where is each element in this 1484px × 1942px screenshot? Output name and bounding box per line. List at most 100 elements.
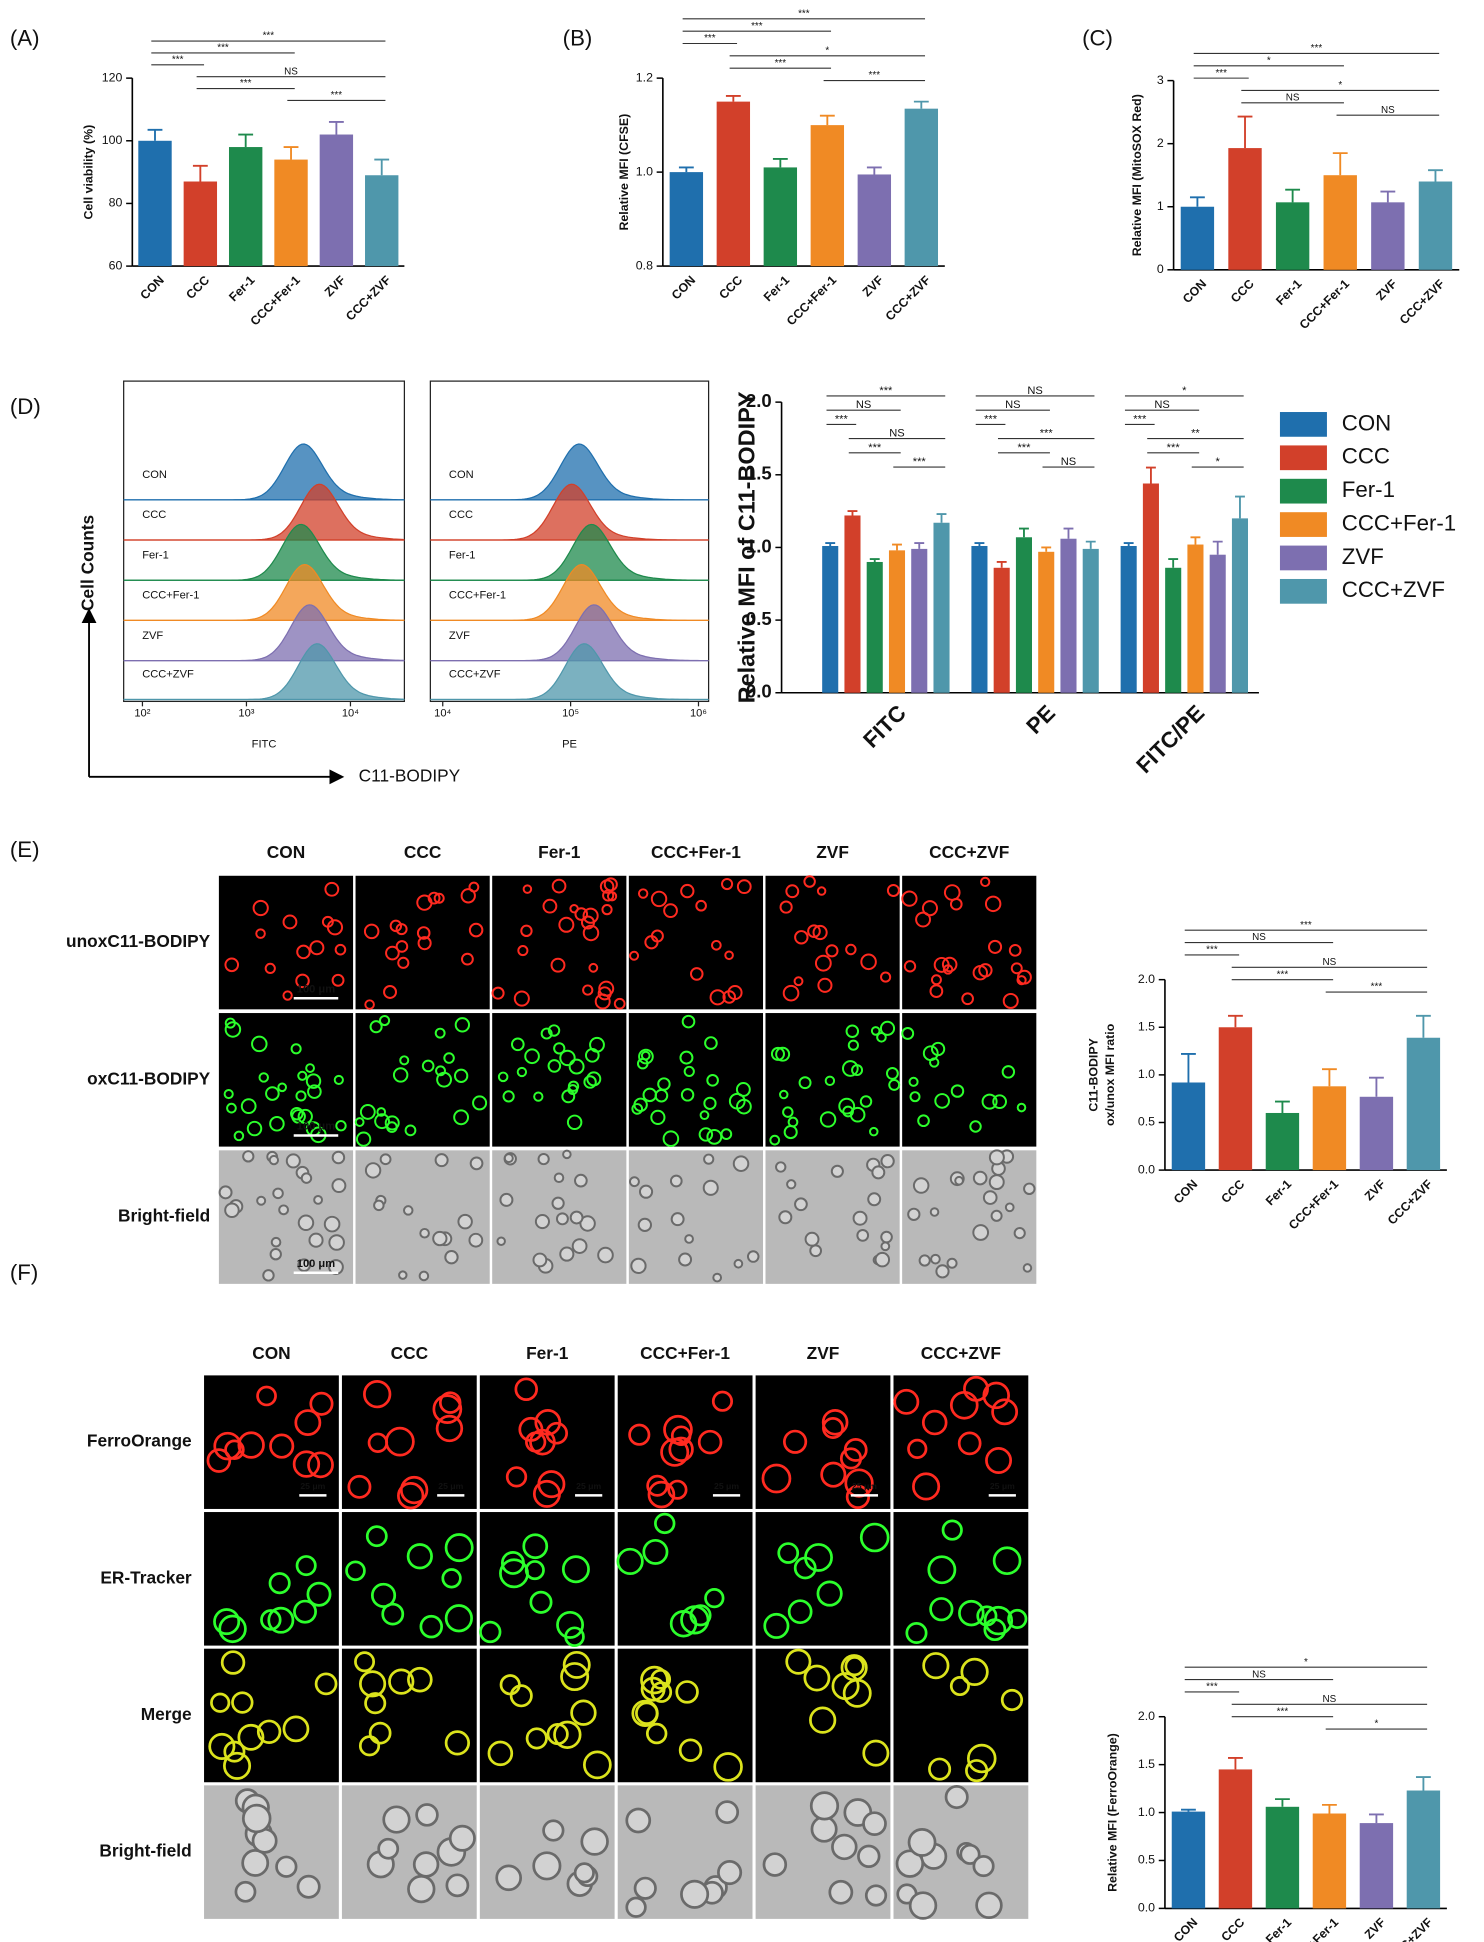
- histogram-frame: [123, 380, 406, 703]
- cell: [775, 1046, 791, 1062]
- cell: [468, 922, 484, 938]
- micrograph: [341, 1512, 477, 1646]
- bar: [1359, 1096, 1394, 1171]
- column-header: CON: [252, 1343, 290, 1363]
- cell: [782, 1106, 794, 1118]
- cell: [724, 950, 734, 961]
- bar: [1120, 545, 1137, 693]
- cell: [983, 1605, 1014, 1636]
- cell: [532, 1851, 562, 1881]
- cell: [1016, 975, 1027, 986]
- legend-swatch: [1279, 445, 1327, 471]
- cell: [640, 1676, 666, 1702]
- cell: [915, 911, 932, 928]
- cell: [296, 944, 311, 960]
- error-bar: [1285, 188, 1301, 203]
- x-tick-label: Fer-1: [761, 273, 792, 304]
- cell: [803, 875, 816, 888]
- y-tick-label: 1.0: [1138, 1805, 1155, 1819]
- micrograph: [617, 1785, 753, 1919]
- cell: [367, 1432, 389, 1453]
- row-label: Merge: [141, 1704, 192, 1724]
- cell: [942, 964, 954, 975]
- cell: [269, 1248, 282, 1261]
- y-tick-label: 120: [102, 70, 123, 84]
- cell: [777, 1542, 800, 1564]
- x-tick-label: CON: [669, 273, 698, 302]
- bar: [1406, 1790, 1441, 1909]
- bar: [365, 175, 399, 267]
- column-header: CON: [267, 842, 305, 862]
- cell: [669, 1174, 683, 1188]
- bar: [888, 550, 906, 693]
- cell: [828, 1879, 854, 1905]
- cell: [533, 1091, 544, 1102]
- cell: [988, 1174, 1005, 1191]
- cell: [893, 1388, 920, 1415]
- bar: [810, 125, 845, 267]
- cell: [703, 1153, 715, 1165]
- cell: [819, 1111, 837, 1128]
- cell: [803, 1664, 831, 1692]
- cell: [374, 1113, 390, 1130]
- significance-label: NS: [284, 66, 298, 77]
- cell: [843, 1438, 868, 1462]
- cell: [654, 1512, 676, 1535]
- cell: [305, 1063, 315, 1073]
- cell: [218, 1614, 247, 1644]
- bar: [138, 140, 172, 267]
- x-tick-label: Fer-1: [1273, 277, 1304, 308]
- significance-label: ***: [1277, 969, 1289, 980]
- scale-bar-label: 25 μm: [438, 1481, 463, 1491]
- cell: [706, 1074, 719, 1087]
- significance-label: NS: [889, 428, 904, 440]
- cell: [961, 992, 974, 1006]
- bar: [971, 545, 988, 693]
- y-tick-label: 1.2: [636, 70, 653, 84]
- cell: [365, 1525, 388, 1548]
- cell: [297, 1108, 313, 1125]
- legend-swatch: [1279, 478, 1327, 504]
- cell: [844, 1656, 865, 1677]
- cell: [809, 1244, 823, 1258]
- cell: [291, 1109, 306, 1124]
- cell: [573, 1862, 595, 1884]
- cell: [241, 1849, 270, 1877]
- significance-label: *: [825, 46, 829, 57]
- micrograph: [616, 1512, 753, 1646]
- cell: [901, 890, 918, 907]
- y-axis-label: ox/unox MFI ratio: [1103, 1023, 1117, 1126]
- cell: [969, 1120, 982, 1133]
- bar: [669, 172, 704, 267]
- x-tick-label: 10²: [134, 708, 150, 720]
- cell: [516, 1066, 528, 1078]
- cell: [871, 1165, 886, 1180]
- y-axis-label: Cell viability (%): [81, 125, 95, 220]
- cell: [220, 1650, 246, 1675]
- column-header: CCC: [391, 1343, 429, 1363]
- error-bar: [1415, 1776, 1431, 1791]
- cell: [432, 1230, 448, 1247]
- error-bar: [374, 158, 390, 176]
- cell: [991, 1398, 1019, 1426]
- error-bar: [678, 166, 694, 173]
- cell: [497, 1071, 509, 1083]
- cell: [895, 1849, 925, 1878]
- cell: [460, 888, 476, 904]
- x-tick-label: FITC/PE: [1131, 700, 1209, 778]
- bar: [1275, 202, 1310, 270]
- cell: [640, 1665, 669, 1695]
- cell: [867, 1192, 882, 1207]
- cell: [397, 956, 410, 969]
- y-tick-label: 1.0: [636, 164, 653, 178]
- micrograph: [204, 1512, 339, 1646]
- micrograph: [492, 1013, 627, 1147]
- cell: [934, 1093, 950, 1109]
- cell: [381, 1602, 405, 1626]
- cell: [537, 1470, 566, 1499]
- cell: [370, 1582, 397, 1608]
- error-bar: [1019, 527, 1029, 538]
- cell: [231, 1691, 254, 1714]
- cell: [383, 985, 398, 999]
- cell: [282, 914, 298, 930]
